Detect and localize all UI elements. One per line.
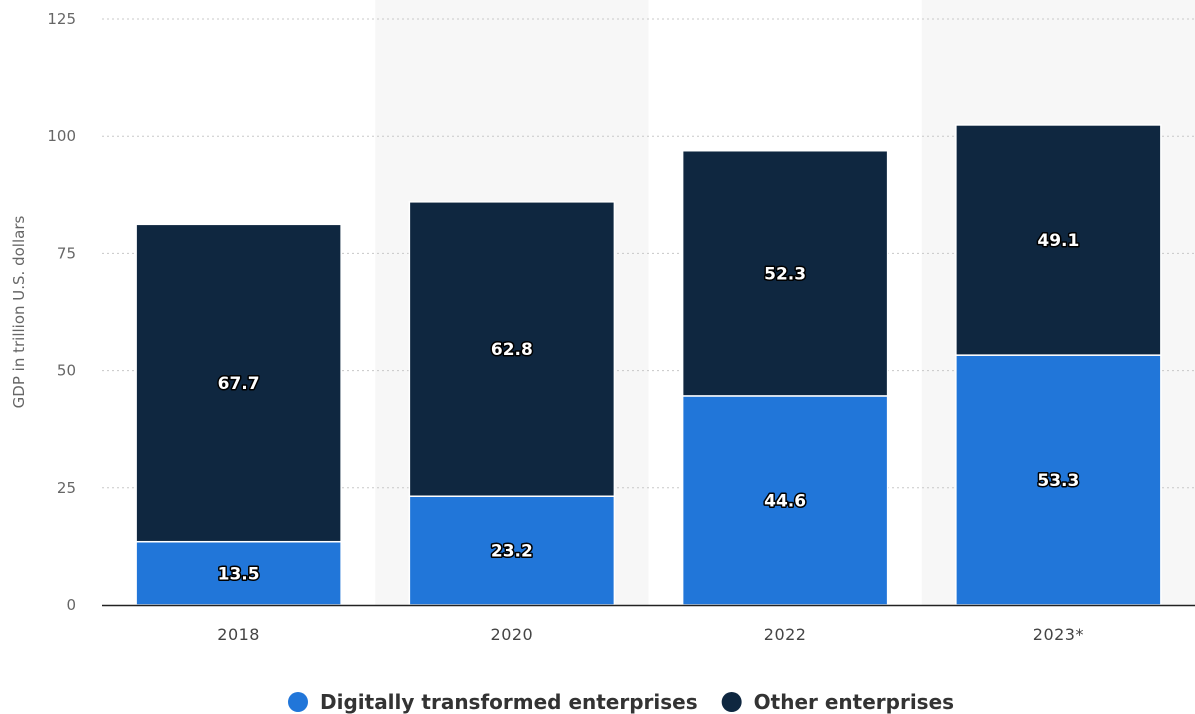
data-label: 13.5 (218, 564, 260, 584)
legend: Digitally transformed enterprises Other e… (288, 690, 954, 714)
y-tick-label: 25 (57, 479, 76, 497)
bar-segment (955, 124, 1162, 356)
x-tick-label: 2020 (491, 625, 534, 644)
data-label: 52.3 (764, 264, 806, 284)
y-tick-label: 125 (47, 10, 76, 28)
x-tick-label: 2018 (217, 625, 260, 644)
bars (135, 124, 1162, 606)
bar-segment (955, 354, 1162, 606)
y-axis-ticks: 0 25 50 75 100 125 (47, 10, 76, 614)
data-label: 62.8 (491, 340, 533, 360)
data-label: 49.1 (1037, 231, 1079, 251)
bar-segment (408, 201, 616, 497)
data-labels: 13.5 67.7 23.2 62.8 44.6 52.3 53.3 49.1 (216, 230, 1081, 586)
legend-swatch (288, 692, 308, 712)
x-axis: 2018 2020 2022 2023* (102, 604, 1195, 644)
y-axis-title: GDP in trillion U.S. dollars (10, 216, 28, 409)
y-tick-label: 0 (66, 596, 76, 614)
data-label: 67.7 (218, 374, 260, 394)
x-tick-label: 2022 (764, 625, 807, 644)
legend-label: Digitally transformed enterprises (320, 690, 698, 714)
legend-swatch (721, 692, 742, 712)
bar-segment (681, 149, 889, 397)
data-label: 23.2 (491, 542, 533, 562)
data-label: 44.6 (764, 491, 806, 511)
y-tick-label: 100 (47, 127, 76, 145)
legend-label: Other enterprises (754, 690, 954, 714)
x-tick-label: 2023* (1033, 625, 1084, 644)
y-tick-label: 50 (57, 362, 76, 380)
bar-segment (135, 223, 342, 543)
data-label: 53.3 (1037, 471, 1079, 491)
y-tick-label: 75 (57, 244, 76, 262)
